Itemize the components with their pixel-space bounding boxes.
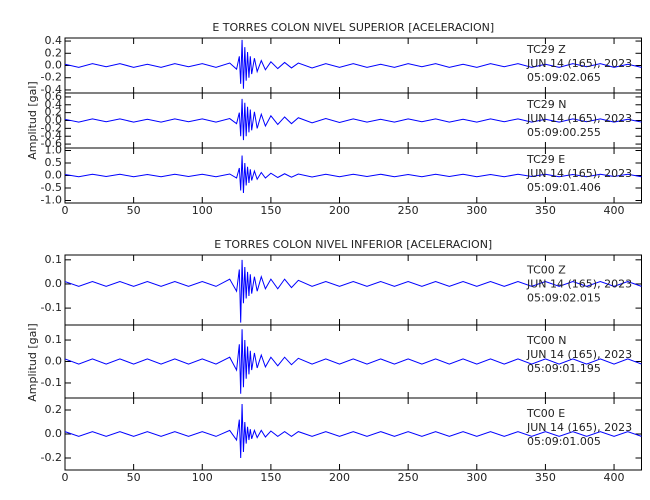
waveform <box>64 39 642 89</box>
x-tick-label: 100 <box>192 204 213 217</box>
x-tick-label: 250 <box>398 204 419 217</box>
x-tick-label: 200 <box>329 204 350 217</box>
y-tick-label: 1.0 <box>45 144 63 157</box>
time-label: 05:09:01.406 <box>527 181 601 194</box>
x-tick-label: 150 <box>260 471 281 484</box>
date-label: JUN 14 (165), 2023 <box>526 348 632 361</box>
x-tick-label: 400 <box>604 204 625 217</box>
panel-title: E TORRES COLON NIVEL SUPERIOR [ACELERACI… <box>212 21 494 34</box>
y-tick-label: 0.0 <box>45 59 63 72</box>
y-tick-label: -0.2 <box>41 121 62 134</box>
y-tick-label: 0.1 <box>45 253 63 266</box>
y-tick-label: 0.4 <box>45 34 63 47</box>
x-tick-label: 50 <box>127 204 141 217</box>
date-label: JUN 14 (165), 2023 <box>526 421 632 434</box>
waveform <box>64 403 642 459</box>
y-tick-label: -0.4 <box>41 83 62 96</box>
y-tick-label: 0.1 <box>45 333 63 346</box>
y-tick-label: 0.0 <box>45 114 63 127</box>
date-label: JUN 14 (165), 2023 <box>526 57 632 70</box>
waveform <box>64 329 642 394</box>
waveform <box>64 155 642 194</box>
station-label: TC00 N <box>526 334 566 347</box>
x-tick-label: 200 <box>329 471 350 484</box>
y-tick-label: -0.2 <box>41 71 62 84</box>
y-tick-label: 0.5 <box>45 156 63 169</box>
y-tick-label: 0.0 <box>45 427 63 440</box>
y-tick-label: -0.1 <box>41 301 62 314</box>
x-tick-label: 0 <box>62 204 69 217</box>
station-label: TC00 Z <box>526 263 566 276</box>
y-tick-label: 0.2 <box>45 46 63 59</box>
x-tick-label: 350 <box>535 471 556 484</box>
panel-title: E TORRES COLON NIVEL INFERIOR [ACELERACI… <box>214 238 492 251</box>
x-tick-label: 350 <box>535 204 556 217</box>
x-tick-label: 300 <box>466 471 487 484</box>
y-tick-label: -0.2 <box>41 451 62 464</box>
y-tick-label: 0.0 <box>45 169 63 182</box>
x-tick-label: 300 <box>466 204 487 217</box>
time-label: 05:09:01.195 <box>527 362 601 375</box>
x-tick-label: 0 <box>62 471 69 484</box>
y-tick-label: -0.5 <box>41 181 62 194</box>
x-tick-label: 250 <box>398 471 419 484</box>
y-tick-label: 0.6 <box>45 90 63 103</box>
x-tick-label: 400 <box>604 471 625 484</box>
station-label: TC29 E <box>526 153 565 166</box>
station-label: TC29 N <box>526 98 566 111</box>
waveform <box>64 98 642 141</box>
station-label: TC29 Z <box>526 43 566 56</box>
date-label: JUN 14 (165), 2023 <box>526 167 632 180</box>
y-tick-label: 0.2 <box>45 403 63 416</box>
time-label: 05:09:02.015 <box>527 291 601 304</box>
y-tick-label: 0.4 <box>45 98 63 111</box>
date-label: JUN 14 (165), 2023 <box>526 277 632 290</box>
x-tick-label: 100 <box>192 471 213 484</box>
y-tick-label: -1.0 <box>41 194 62 207</box>
y-tick-label: 0.0 <box>45 277 63 290</box>
y-tick-label: 0.2 <box>45 106 63 119</box>
y-tick-label: -0.1 <box>41 376 62 389</box>
x-tick-label: 50 <box>127 471 141 484</box>
waveform <box>64 259 642 323</box>
y-axis-label: Amplitud [gal] <box>26 323 39 401</box>
y-tick-label: 0.0 <box>45 355 63 368</box>
time-label: 05:09:01.005 <box>527 435 601 448</box>
date-label: JUN 14 (165), 2023 <box>526 112 632 125</box>
y-tick-label: -0.6 <box>41 137 62 150</box>
station-label: TC00 E <box>526 407 565 420</box>
time-label: 05:09:00.255 <box>527 126 601 139</box>
y-tick-label: -0.4 <box>41 129 62 142</box>
x-tick-label: 150 <box>260 204 281 217</box>
time-label: 05:09:02.065 <box>527 71 601 84</box>
y-axis-label: Amplitud [gal] <box>26 81 39 159</box>
